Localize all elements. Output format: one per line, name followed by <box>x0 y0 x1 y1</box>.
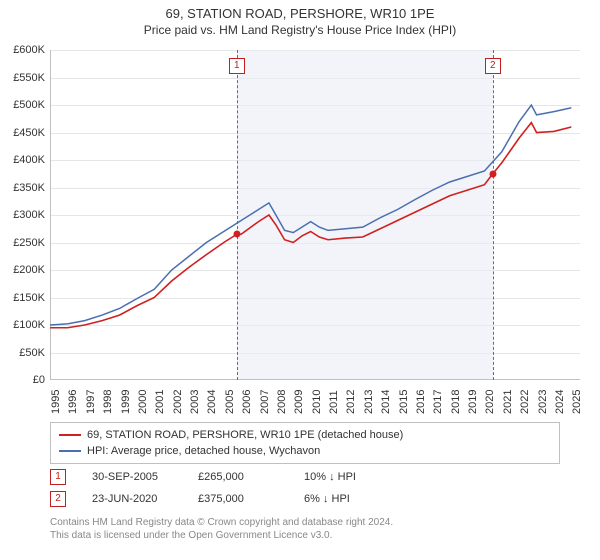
x-tick-label: 1998 <box>102 390 114 414</box>
marker-label-box: 1 <box>229 58 245 74</box>
x-tick-label: 2017 <box>432 390 444 414</box>
marker-vline <box>237 50 238 380</box>
x-tick-label: 2010 <box>311 390 323 414</box>
transaction-marker: 1 <box>50 469 66 485</box>
x-tick-label: 1999 <box>120 390 132 414</box>
transaction-price: £265,000 <box>198 471 278 483</box>
x-tick-label: 1997 <box>85 390 97 414</box>
legend-item: HPI: Average price, detached house, Wych… <box>59 443 551 459</box>
y-tick-label: £250K <box>3 237 45 249</box>
legend: 69, STATION ROAD, PERSHORE, WR10 1PE (de… <box>50 422 560 464</box>
x-tick-label: 2020 <box>484 390 496 414</box>
x-tick-label: 1996 <box>67 390 79 414</box>
table-row: 2 23-JUN-2020 £375,000 6% ↓ HPI <box>50 488 356 510</box>
x-tick-label: 2000 <box>137 390 149 414</box>
x-tick-label: 2022 <box>519 390 531 414</box>
x-tick-label: 2005 <box>224 390 236 414</box>
series-marker-dot <box>489 170 496 177</box>
y-tick-label: £550K <box>3 72 45 84</box>
y-tick-label: £450K <box>3 127 45 139</box>
x-tick-label: 2006 <box>241 390 253 414</box>
transaction-marker: 2 <box>50 491 66 507</box>
y-tick-label: £500K <box>3 99 45 111</box>
x-tick-label: 2023 <box>537 390 549 414</box>
y-tick-label: £0 <box>3 374 45 386</box>
footer-line: This data is licensed under the Open Gov… <box>50 529 393 542</box>
chart-titles: 69, STATION ROAD, PERSHORE, WR10 1PE Pri… <box>0 0 600 37</box>
x-tick-label: 2016 <box>415 390 427 414</box>
transaction-price: £375,000 <box>198 493 278 505</box>
legend-label: 69, STATION ROAD, PERSHORE, WR10 1PE (de… <box>87 429 403 441</box>
x-tick-label: 2004 <box>206 390 218 414</box>
x-tick-label: 1995 <box>50 390 62 414</box>
x-tick-label: 2011 <box>328 390 340 414</box>
y-tick-label: £350K <box>3 182 45 194</box>
down-arrow-icon: ↓ <box>323 493 329 505</box>
x-tick-label: 2012 <box>345 390 357 414</box>
series-marker-dot <box>233 231 240 238</box>
x-tick-label: 2021 <box>502 390 514 414</box>
x-tick-label: 2018 <box>450 390 462 414</box>
table-row: 1 30-SEP-2005 £265,000 10% ↓ HPI <box>50 466 356 488</box>
x-tick-label: 2019 <box>467 390 479 414</box>
x-tick-label: 2015 <box>398 390 410 414</box>
y-tick-label: £600K <box>3 44 45 56</box>
legend-label: HPI: Average price, detached house, Wych… <box>87 445 320 457</box>
chart-subtitle: Price paid vs. HM Land Registry's House … <box>0 23 600 37</box>
x-tick-label: 2009 <box>293 390 305 414</box>
legend-swatch <box>59 434 81 436</box>
y-tick-label: £50K <box>3 347 45 359</box>
x-tick-label: 2014 <box>380 390 392 414</box>
x-tick-label: 2013 <box>363 390 375 414</box>
marker-label-box: 2 <box>485 58 501 74</box>
x-tick-label: 2024 <box>554 390 566 414</box>
x-tick-label: 2007 <box>259 390 271 414</box>
y-tick-label: £200K <box>3 264 45 276</box>
down-arrow-icon: ↓ <box>329 471 335 483</box>
transaction-delta: 10% ↓ HPI <box>304 471 356 483</box>
y-tick-label: £150K <box>3 292 45 304</box>
y-tick-label: £100K <box>3 319 45 331</box>
transaction-date: 30-SEP-2005 <box>92 471 172 483</box>
legend-item: 69, STATION ROAD, PERSHORE, WR10 1PE (de… <box>59 427 551 443</box>
legend-swatch <box>59 450 81 452</box>
x-tick-label: 2025 <box>571 390 583 414</box>
marker-vline <box>493 50 494 380</box>
transaction-delta: 6% ↓ HPI <box>304 493 350 505</box>
x-tick-label: 2002 <box>172 390 184 414</box>
footer-line: Contains HM Land Registry data © Crown c… <box>50 516 393 529</box>
transactions-table: 1 30-SEP-2005 £265,000 10% ↓ HPI 2 23-JU… <box>50 466 356 510</box>
series-lines <box>50 50 580 380</box>
x-tick-label: 2001 <box>154 390 166 414</box>
x-tick-label: 2008 <box>276 390 288 414</box>
y-tick-label: £300K <box>3 209 45 221</box>
transaction-date: 23-JUN-2020 <box>92 493 172 505</box>
x-tick-label: 2003 <box>189 390 201 414</box>
chart-title: 69, STATION ROAD, PERSHORE, WR10 1PE <box>0 6 600 21</box>
chart-container: { "title": "69, STATION ROAD, PERSHORE, … <box>0 0 600 560</box>
attribution-footer: Contains HM Land Registry data © Crown c… <box>50 516 393 542</box>
y-tick-label: £400K <box>3 154 45 166</box>
